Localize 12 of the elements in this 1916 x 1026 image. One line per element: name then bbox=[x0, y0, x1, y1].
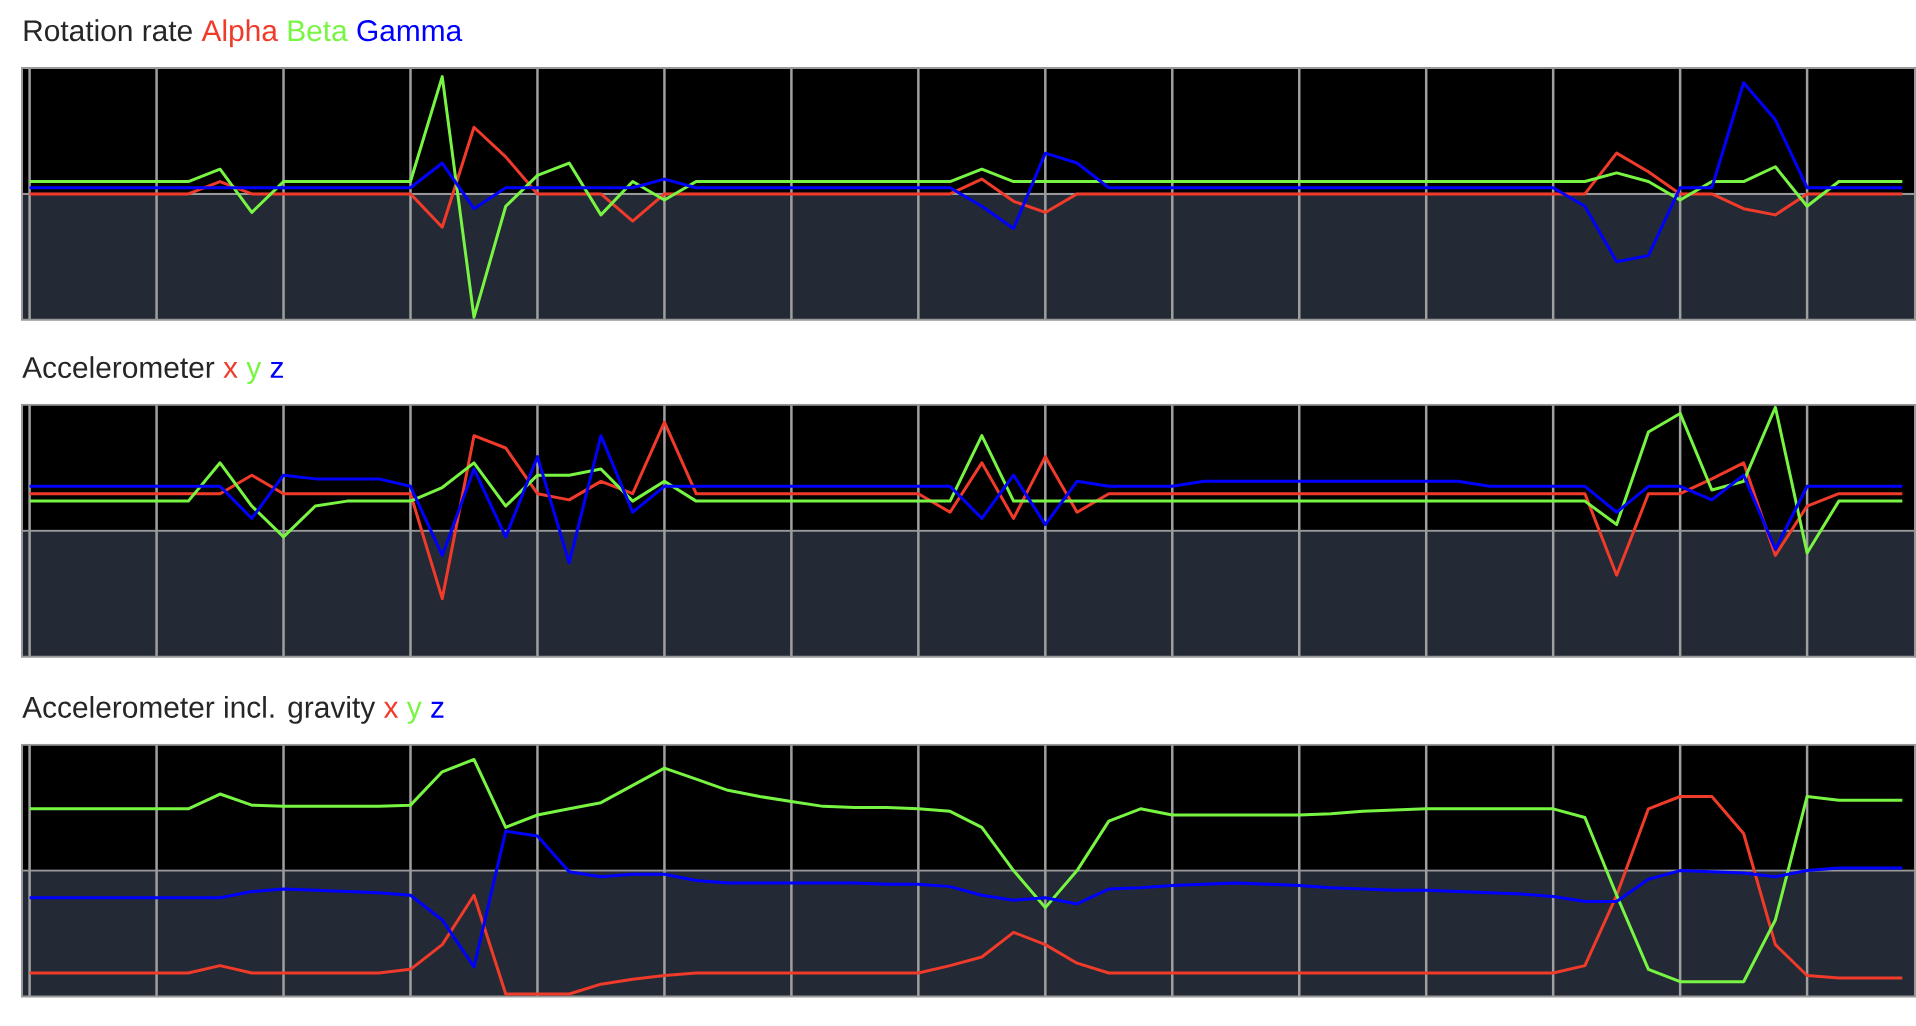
series-label: y bbox=[406, 701, 422, 724]
text: x bbox=[223, 361, 238, 378]
text: Alpha bbox=[201, 19, 278, 47]
chart-title: Rotation rate bbox=[24, 19, 192, 42]
text: y bbox=[246, 361, 262, 384]
text: Gamma bbox=[357, 19, 463, 42]
text: z bbox=[270, 361, 283, 378]
text: Beta bbox=[288, 20, 348, 42]
text: z bbox=[431, 701, 444, 718]
chart-title: Accelerometer incl. gravity bbox=[22, 695, 376, 724]
text: x bbox=[383, 701, 399, 718]
chart-title: Accelerometer bbox=[22, 355, 215, 378]
